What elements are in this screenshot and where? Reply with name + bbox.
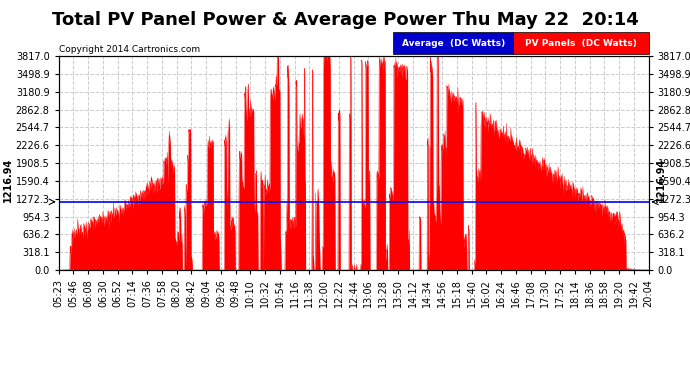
Text: Average  (DC Watts): Average (DC Watts)	[402, 39, 505, 48]
FancyBboxPatch shape	[393, 32, 513, 54]
Text: 1216.94: 1216.94	[3, 158, 13, 202]
Text: PV Panels  (DC Watts): PV Panels (DC Watts)	[525, 39, 637, 48]
FancyBboxPatch shape	[513, 32, 649, 54]
Text: 1216.94: 1216.94	[656, 158, 666, 202]
Text: Total PV Panel Power & Average Power Thu May 22  20:14: Total PV Panel Power & Average Power Thu…	[52, 11, 638, 29]
Text: Copyright 2014 Cartronics.com: Copyright 2014 Cartronics.com	[59, 45, 200, 54]
